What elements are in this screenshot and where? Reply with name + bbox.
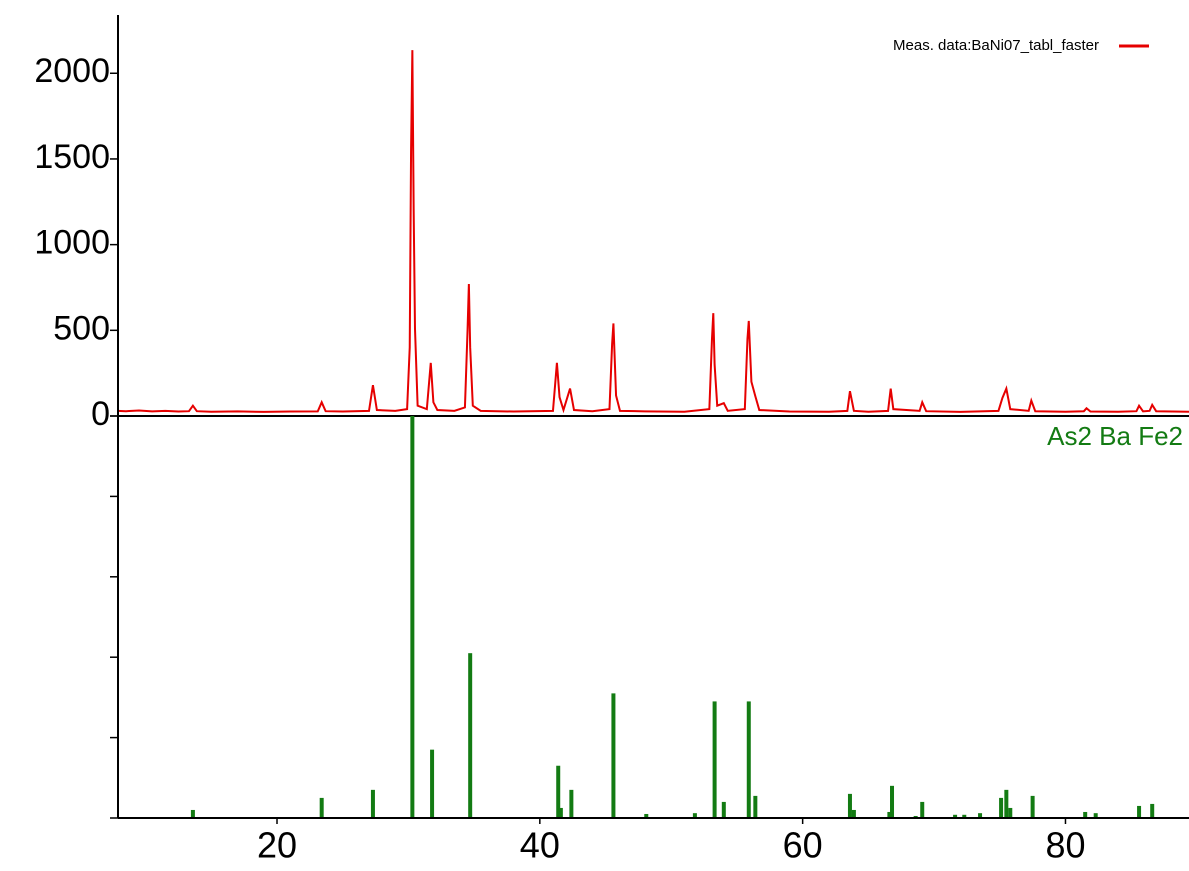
stick [978,813,983,818]
stick [1004,789,1009,818]
stick [712,701,717,818]
stick [920,801,925,818]
stick [1150,803,1155,818]
x-tick-label: 20 [257,825,297,866]
y-tick-label: 1000 [34,224,110,262]
stick [887,811,892,818]
stick [370,789,375,818]
stick [430,749,435,818]
stick [746,701,751,818]
stick [847,793,852,818]
stick [644,813,649,818]
x-tick-label: 60 [783,825,823,866]
stick [851,809,856,818]
stick [692,813,697,818]
stick [1137,805,1142,818]
stick [999,797,1004,818]
stick [410,416,415,818]
stick [721,801,726,818]
stick [890,785,895,818]
stick [468,653,473,818]
stick [1030,795,1035,818]
stick [1093,813,1098,818]
x-tick-label: 40 [520,825,560,866]
y-tick-label: 1500 [34,138,110,176]
stick [1083,811,1088,818]
phase-label: As2 Ba Fe2 [1047,421,1183,451]
stick [558,807,563,818]
stick [319,797,324,818]
y-tick-label: 2000 [34,52,110,90]
stick [1008,807,1013,818]
stick [953,814,958,818]
x-tick-label: 80 [1045,825,1085,866]
y-tick-label: 500 [53,309,110,347]
stick [962,814,967,818]
data-line [117,50,1189,414]
stick [913,815,918,818]
stick [569,789,574,818]
stick [611,693,616,818]
stick [556,765,561,818]
y-tick-label: 0 [91,395,110,433]
stick [190,809,195,818]
stick [753,795,758,818]
legend-label: Meas. data:BaNi07_tabl_faster [893,37,1099,54]
